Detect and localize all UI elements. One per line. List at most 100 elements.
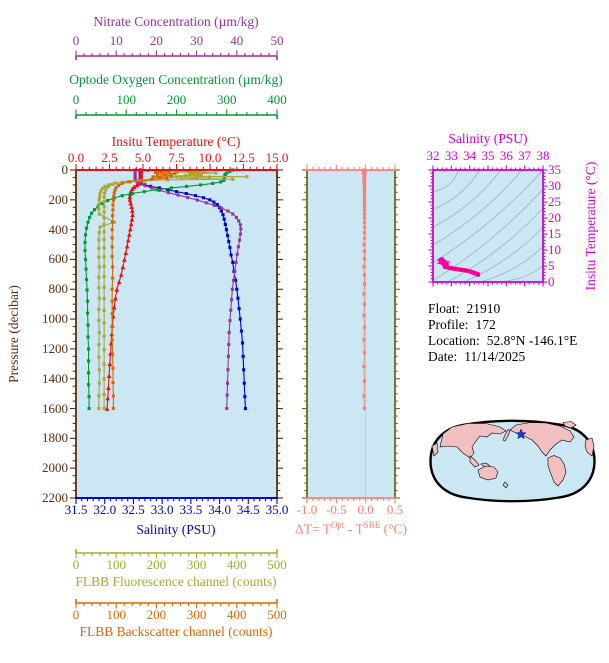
- ts-salinity-tick-label: 38: [536, 148, 550, 163]
- temperature-tick-label: 10.0: [198, 150, 222, 165]
- delta-t-plot-area: [307, 170, 395, 498]
- temperature-tick-label: 5.0: [134, 150, 152, 165]
- backscatter-axis-title: FLBB Backscatter channel (counts): [79, 624, 273, 639]
- delta-t-axis-title: ΔT= TOpt - TSBE (°C): [295, 520, 407, 537]
- salinity-tick-label: 34.0: [208, 502, 231, 517]
- profile-number-value: 172: [475, 317, 496, 332]
- temperature-tick-label: 12.5: [232, 150, 255, 165]
- nitrate-tick-label: 30: [190, 33, 204, 48]
- ts-salinity-tick-label: 33: [444, 148, 458, 163]
- temperature-axis-title: Insitu Temperature (°C): [111, 134, 241, 149]
- temperature-tick-label: 7.5: [168, 150, 185, 165]
- delta-t-tick-label: 0.5: [386, 502, 404, 517]
- temperature-tick-label: 15.0: [265, 150, 289, 165]
- oxygen-tick-label: 400: [267, 92, 287, 107]
- ts-temperature-tick-label: 0: [548, 274, 555, 289]
- pressure-tick-label: 200: [48, 191, 69, 207]
- delta-t-tick-label: -0.5: [326, 502, 347, 517]
- backscatter-tick-label: 400: [227, 607, 247, 622]
- nitrate-tick-label: 40: [230, 33, 244, 48]
- salinity-axis-title: Salinity (PSU): [136, 522, 216, 537]
- nitrate-axis-title: Nitrate Concentration (µm/kg): [93, 14, 259, 29]
- salinity-tick-label: 33.0: [150, 502, 174, 517]
- oxygen-tick-label: 0: [72, 92, 80, 107]
- pressure-tick-label: 400: [48, 221, 69, 237]
- nitrate-tick-label: 0: [72, 33, 80, 48]
- pressure-tick-label: 1000: [42, 311, 68, 327]
- pressure-tick-label: 1200: [42, 340, 68, 356]
- delta-t-series: [361, 168, 367, 411]
- ts-temperature-tick-label: 25: [548, 194, 561, 209]
- date-value: 11/14/2025: [464, 349, 526, 364]
- profile-number-label: Profile:: [428, 317, 469, 332]
- ts-salinity-tick-label: 32: [426, 148, 440, 163]
- profile-series: [83, 167, 249, 411]
- float-id-row: Float: 21910: [428, 301, 577, 317]
- ts-temperature-tick-label: 30: [548, 178, 561, 193]
- fluorescence-tick-label: 200: [146, 557, 167, 572]
- float-position-star: [515, 428, 527, 440]
- salinity-tick-label: 32.5: [122, 502, 145, 517]
- ts-salinity-axis-title: Salinity (PSU): [448, 131, 528, 146]
- ts-plot-area: [433, 170, 543, 282]
- density-contours: [433, 170, 543, 282]
- pressure-tick-label: 0: [61, 162, 69, 177]
- fluorescence-axis-title: FLBB Fluorescence channel (counts): [75, 574, 277, 589]
- pressure-tick-label: 1400: [42, 370, 68, 386]
- pressure-tick-label: 2000: [42, 460, 68, 476]
- float-id-label: Float:: [428, 301, 460, 316]
- ts-salinity-tick-label: 36: [499, 148, 513, 163]
- salinity-tick-label: 34.5: [236, 502, 260, 517]
- pressure-tick-label: 2200: [42, 490, 68, 505]
- temperature-tick-label: 2.5: [101, 150, 118, 165]
- ts-temperature-tick-label: 35: [548, 162, 561, 177]
- salinity-tick-label: 35.0: [265, 502, 289, 517]
- oxygen-tick-label: 300: [217, 92, 237, 107]
- ts-temperature-tick-label: 10: [548, 242, 561, 257]
- fluorescence-tick-label: 300: [186, 557, 207, 572]
- fluorescence-tick-label: 0: [72, 557, 80, 572]
- delta-t-tick-label: -1.0: [296, 502, 318, 517]
- ts-series: [436, 257, 481, 277]
- ts-salinity-tick-label: 35: [481, 148, 495, 163]
- pressure-tick-label: 600: [48, 251, 69, 267]
- nitrate-tick-label: 10: [109, 33, 123, 48]
- salinity-tick-label: 31.5: [64, 502, 88, 517]
- salinity-tick-label: 33.5: [179, 502, 203, 517]
- temperature-tick-label: 0.0: [67, 150, 85, 165]
- date-label: Date:: [428, 349, 458, 364]
- nitrate-tick-label: 50: [270, 33, 284, 48]
- ts-temperature-tick-label: 5: [548, 258, 555, 273]
- profile-number-row: Profile: 172: [428, 317, 577, 333]
- backscatter-tick-label: 500: [267, 607, 287, 622]
- pressure-tick-label: 1600: [42, 400, 68, 416]
- ts-temperature-tick-label: 20: [548, 210, 561, 225]
- location-label: Location:: [428, 333, 480, 348]
- float-id-value: 21910: [466, 301, 501, 316]
- oxygen-tick-label: 200: [166, 92, 187, 107]
- fluorescence-tick-label: 400: [227, 557, 247, 572]
- pressure-tick-label: 800: [48, 281, 69, 297]
- fluorescence-tick-label: 500: [267, 557, 287, 572]
- float-info-block: Float: 21910 Profile: 172 Location: 52.8°N …: [428, 301, 577, 365]
- backscatter-tick-label: 100: [106, 607, 126, 622]
- ts-salinity-tick-label: 37: [518, 148, 532, 163]
- ts-temperature-tick-label: 15: [548, 226, 561, 241]
- nitrate-tick-label: 20: [149, 33, 163, 48]
- location-value: 52.8°N -146.1°E: [486, 333, 578, 348]
- oxygen-axis-title: Optode Oxygen Concentration (µm/kg): [69, 72, 283, 87]
- backscatter-tick-label: 0: [72, 607, 80, 622]
- backscatter-tick-label: 300: [186, 607, 207, 622]
- location-row: Location: 52.8°N -146.1°E: [428, 333, 577, 349]
- backscatter-tick-label: 200: [146, 607, 167, 622]
- world-map: [429, 419, 596, 503]
- pressure-tick-label: 1800: [42, 430, 68, 446]
- oxygen-tick-label: 100: [116, 92, 137, 107]
- fluorescence-tick-label: 100: [106, 557, 126, 572]
- salinity-tick-label: 32.0: [93, 502, 117, 517]
- delta-t-tick-label: 0.0: [357, 502, 374, 517]
- main-plot-area: [76, 170, 277, 498]
